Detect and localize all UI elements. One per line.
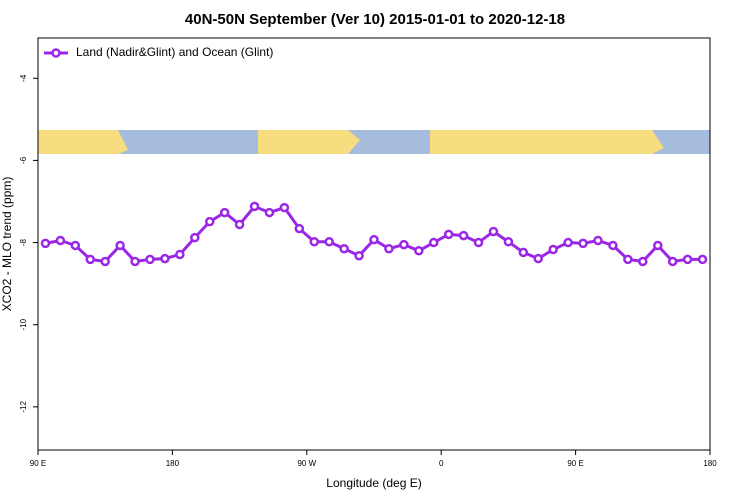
y-tick-label: -6 [19,156,28,164]
point [399,239,409,250]
point [697,254,708,265]
point [354,250,364,261]
point [518,247,529,258]
point [428,237,439,248]
plot-frame [37,37,711,451]
point [638,256,648,267]
point [623,254,633,265]
point [384,243,394,254]
point [234,219,245,230]
y-tick-label: -4 [19,74,28,82]
x-tick-label: 90 W [297,459,316,468]
point [473,237,484,248]
point [204,216,215,227]
point [414,246,424,256]
point [115,240,125,251]
point [443,229,454,240]
point [667,256,678,267]
point [55,235,66,246]
x-tick-label: 180 [703,459,717,468]
point [249,201,260,212]
point [70,240,81,251]
legend-label: Land (Nadir&Glint) and Ocean (Glint) [76,45,273,59]
point [578,238,588,249]
point [130,256,140,267]
point [563,237,573,248]
point [100,256,110,267]
point [40,238,51,249]
point [608,240,618,251]
point [175,249,185,260]
point [309,236,320,247]
x-tick-label: 90 E [30,459,46,468]
x-tick-label: 90 E [567,459,583,468]
point [279,202,290,213]
point [458,230,469,241]
y-axis-label: XCO2 - MLO trend (ppm) [0,177,14,312]
x-tick-label: 180 [166,459,180,468]
point [160,253,170,264]
point [324,236,334,247]
map-strip [38,130,710,154]
point [682,254,693,265]
point [369,234,379,245]
point [652,240,663,251]
point [264,207,275,218]
point [339,243,349,254]
point [593,235,603,246]
point [488,226,499,237]
y-tick-label: -8 [19,238,28,246]
legend-marker [51,48,61,58]
point [85,254,96,265]
chart-title: 40N-50N September (Ver 10) 2015-01-01 to… [185,11,565,28]
point [219,207,230,218]
point [190,232,200,243]
point [145,254,155,265]
y-tick-label: -12 [19,401,28,413]
point [548,244,558,255]
x-axis-label: Longitude (deg E) [326,476,421,490]
point [503,236,514,247]
y-tick-label: -10 [19,318,28,330]
series-line [45,204,703,264]
legend: Land (Nadir&Glint) and Ocean (Glint) [44,45,273,59]
point [294,223,305,234]
x-tick-label: 0 [439,459,444,468]
point [533,253,544,264]
